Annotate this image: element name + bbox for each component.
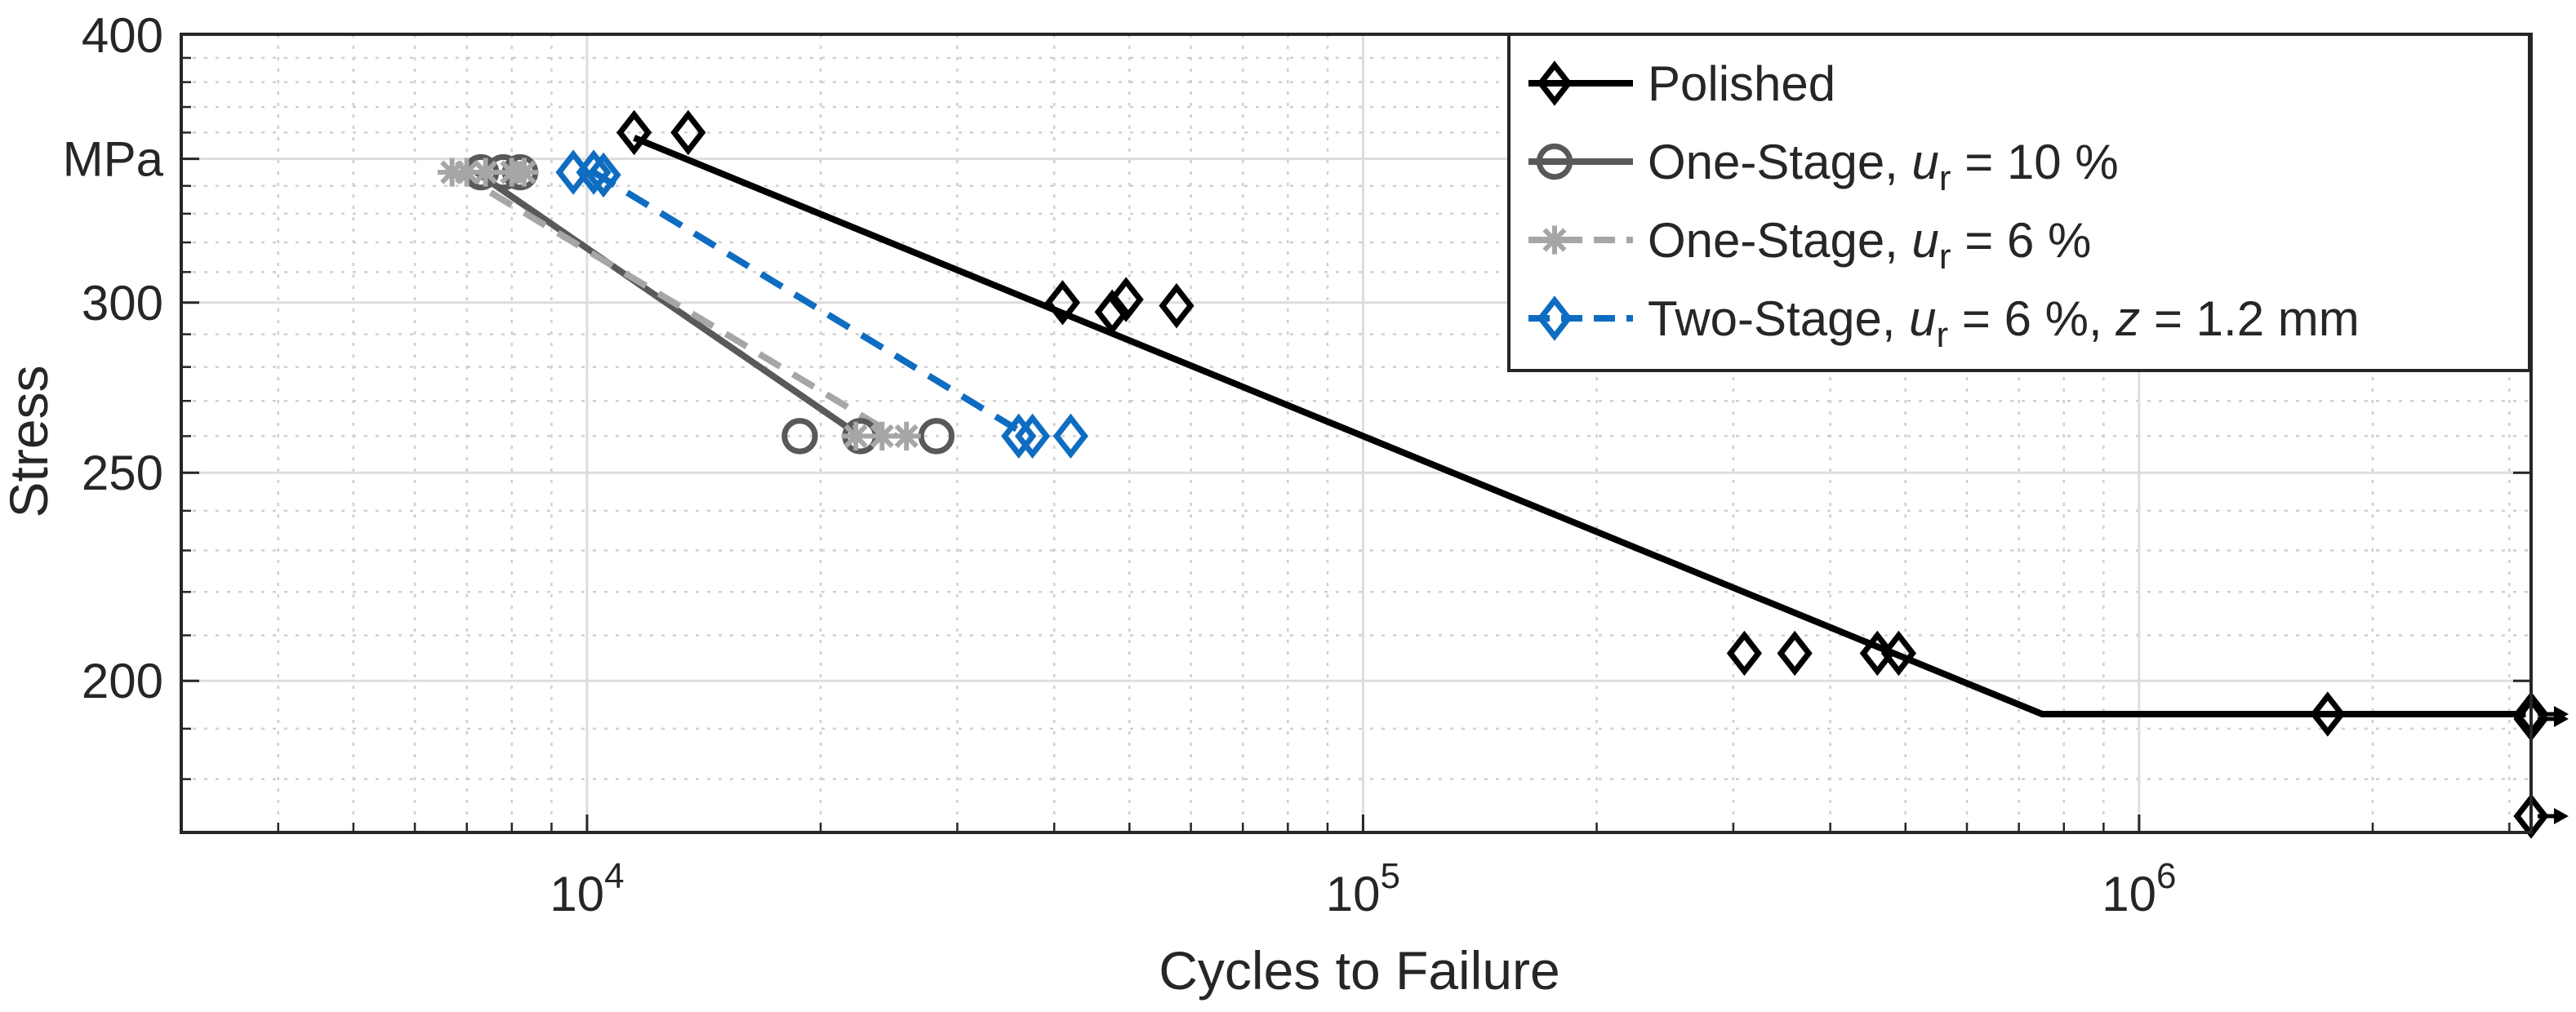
runout-arrow [2554, 808, 2569, 825]
legend-label-2: One-Stage, ur = 6 % [1648, 213, 2091, 277]
asterisk-stroke [1542, 228, 1567, 252]
series-2-point [841, 421, 870, 451]
series-1-point [918, 418, 955, 455]
asterisk-stroke [512, 160, 536, 184]
legend-label-0: Polished [1648, 56, 1835, 111]
series-2-point [867, 421, 896, 451]
legend-box [1507, 33, 2531, 372]
minor-grid [180, 34, 2531, 834]
series-3-point [1014, 413, 1051, 459]
legend: Polished One-Stage, ur = 10 % One-Stage, u… [1507, 33, 2531, 372]
series-0-point [2310, 691, 2346, 737]
y-tick-label: 250 [82, 446, 163, 500]
x-tick-label: 105 [1326, 856, 1400, 921]
y-axis-label: Stress [0, 365, 59, 517]
series-0-point [670, 109, 706, 156]
series-0-point [1159, 282, 1195, 329]
series-3-point [576, 149, 612, 195]
y-tick-labels: 200 250 300 400 [82, 8, 163, 708]
asterisk-stroke [474, 160, 498, 184]
asterisk-stroke [870, 424, 894, 448]
series-2-point [509, 158, 539, 187]
asterisk-stroke [894, 424, 919, 448]
x-tick-labels: 104 105 106 [549, 856, 2176, 921]
legend-marker-2 [1540, 225, 1569, 255]
series-0-point [616, 109, 652, 156]
x-tick-label: 104 [549, 856, 624, 921]
y-tick-label: 300 [82, 276, 163, 331]
y-tick-label: 400 [82, 8, 163, 63]
legend-label-3: Two-Stage, ur = 6 %, z = 1.2 mm [1648, 291, 2360, 355]
x-axis-label: Cycles to Failure [1159, 940, 1560, 1001]
series-0-point [1777, 630, 1813, 677]
asterisk-stroke [455, 160, 479, 184]
series-0-point [1880, 630, 1917, 677]
series-1-line [474, 169, 862, 439]
x-tick-label: 106 [2102, 856, 2176, 921]
runout-arrow [2554, 710, 2569, 727]
series-2-point [892, 421, 921, 451]
series-3-point [1001, 413, 1037, 459]
data-markers [438, 109, 2569, 839]
legend-marker-1 [1536, 143, 1573, 180]
plot-frame [180, 33, 2533, 834]
series-0-point [1044, 280, 1080, 326]
legend-label-1: One-Stage, ur = 10 % [1648, 135, 2119, 198]
fit-lines [455, 135, 2526, 717]
series-3-point [1052, 413, 1088, 459]
y-unit-label: MPa [63, 132, 164, 187]
y-tick-label: 200 [82, 654, 163, 708]
series-0-point [1108, 277, 1144, 322]
legend-marker-3 [1537, 295, 1573, 341]
series-1-point [781, 418, 818, 455]
series-2-line [455, 169, 898, 439]
asterisk-stroke [843, 424, 868, 448]
series-0-point [1094, 289, 1130, 335]
series-2-point [471, 158, 501, 187]
legend-marker-0 [1537, 60, 1573, 106]
series-0-line [633, 135, 2526, 717]
series-3-point [585, 152, 621, 198]
series-0-point [2513, 793, 2549, 839]
series-0-point [1726, 630, 1763, 677]
series-3-line [592, 169, 1030, 439]
